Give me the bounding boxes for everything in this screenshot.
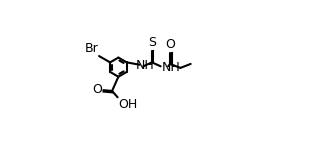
Text: O: O: [165, 38, 175, 51]
Text: NH: NH: [161, 61, 180, 74]
Text: OH: OH: [118, 98, 137, 111]
Text: S: S: [148, 36, 156, 49]
Text: NH: NH: [136, 59, 155, 72]
Text: Br: Br: [84, 42, 98, 55]
Text: O: O: [92, 83, 102, 96]
